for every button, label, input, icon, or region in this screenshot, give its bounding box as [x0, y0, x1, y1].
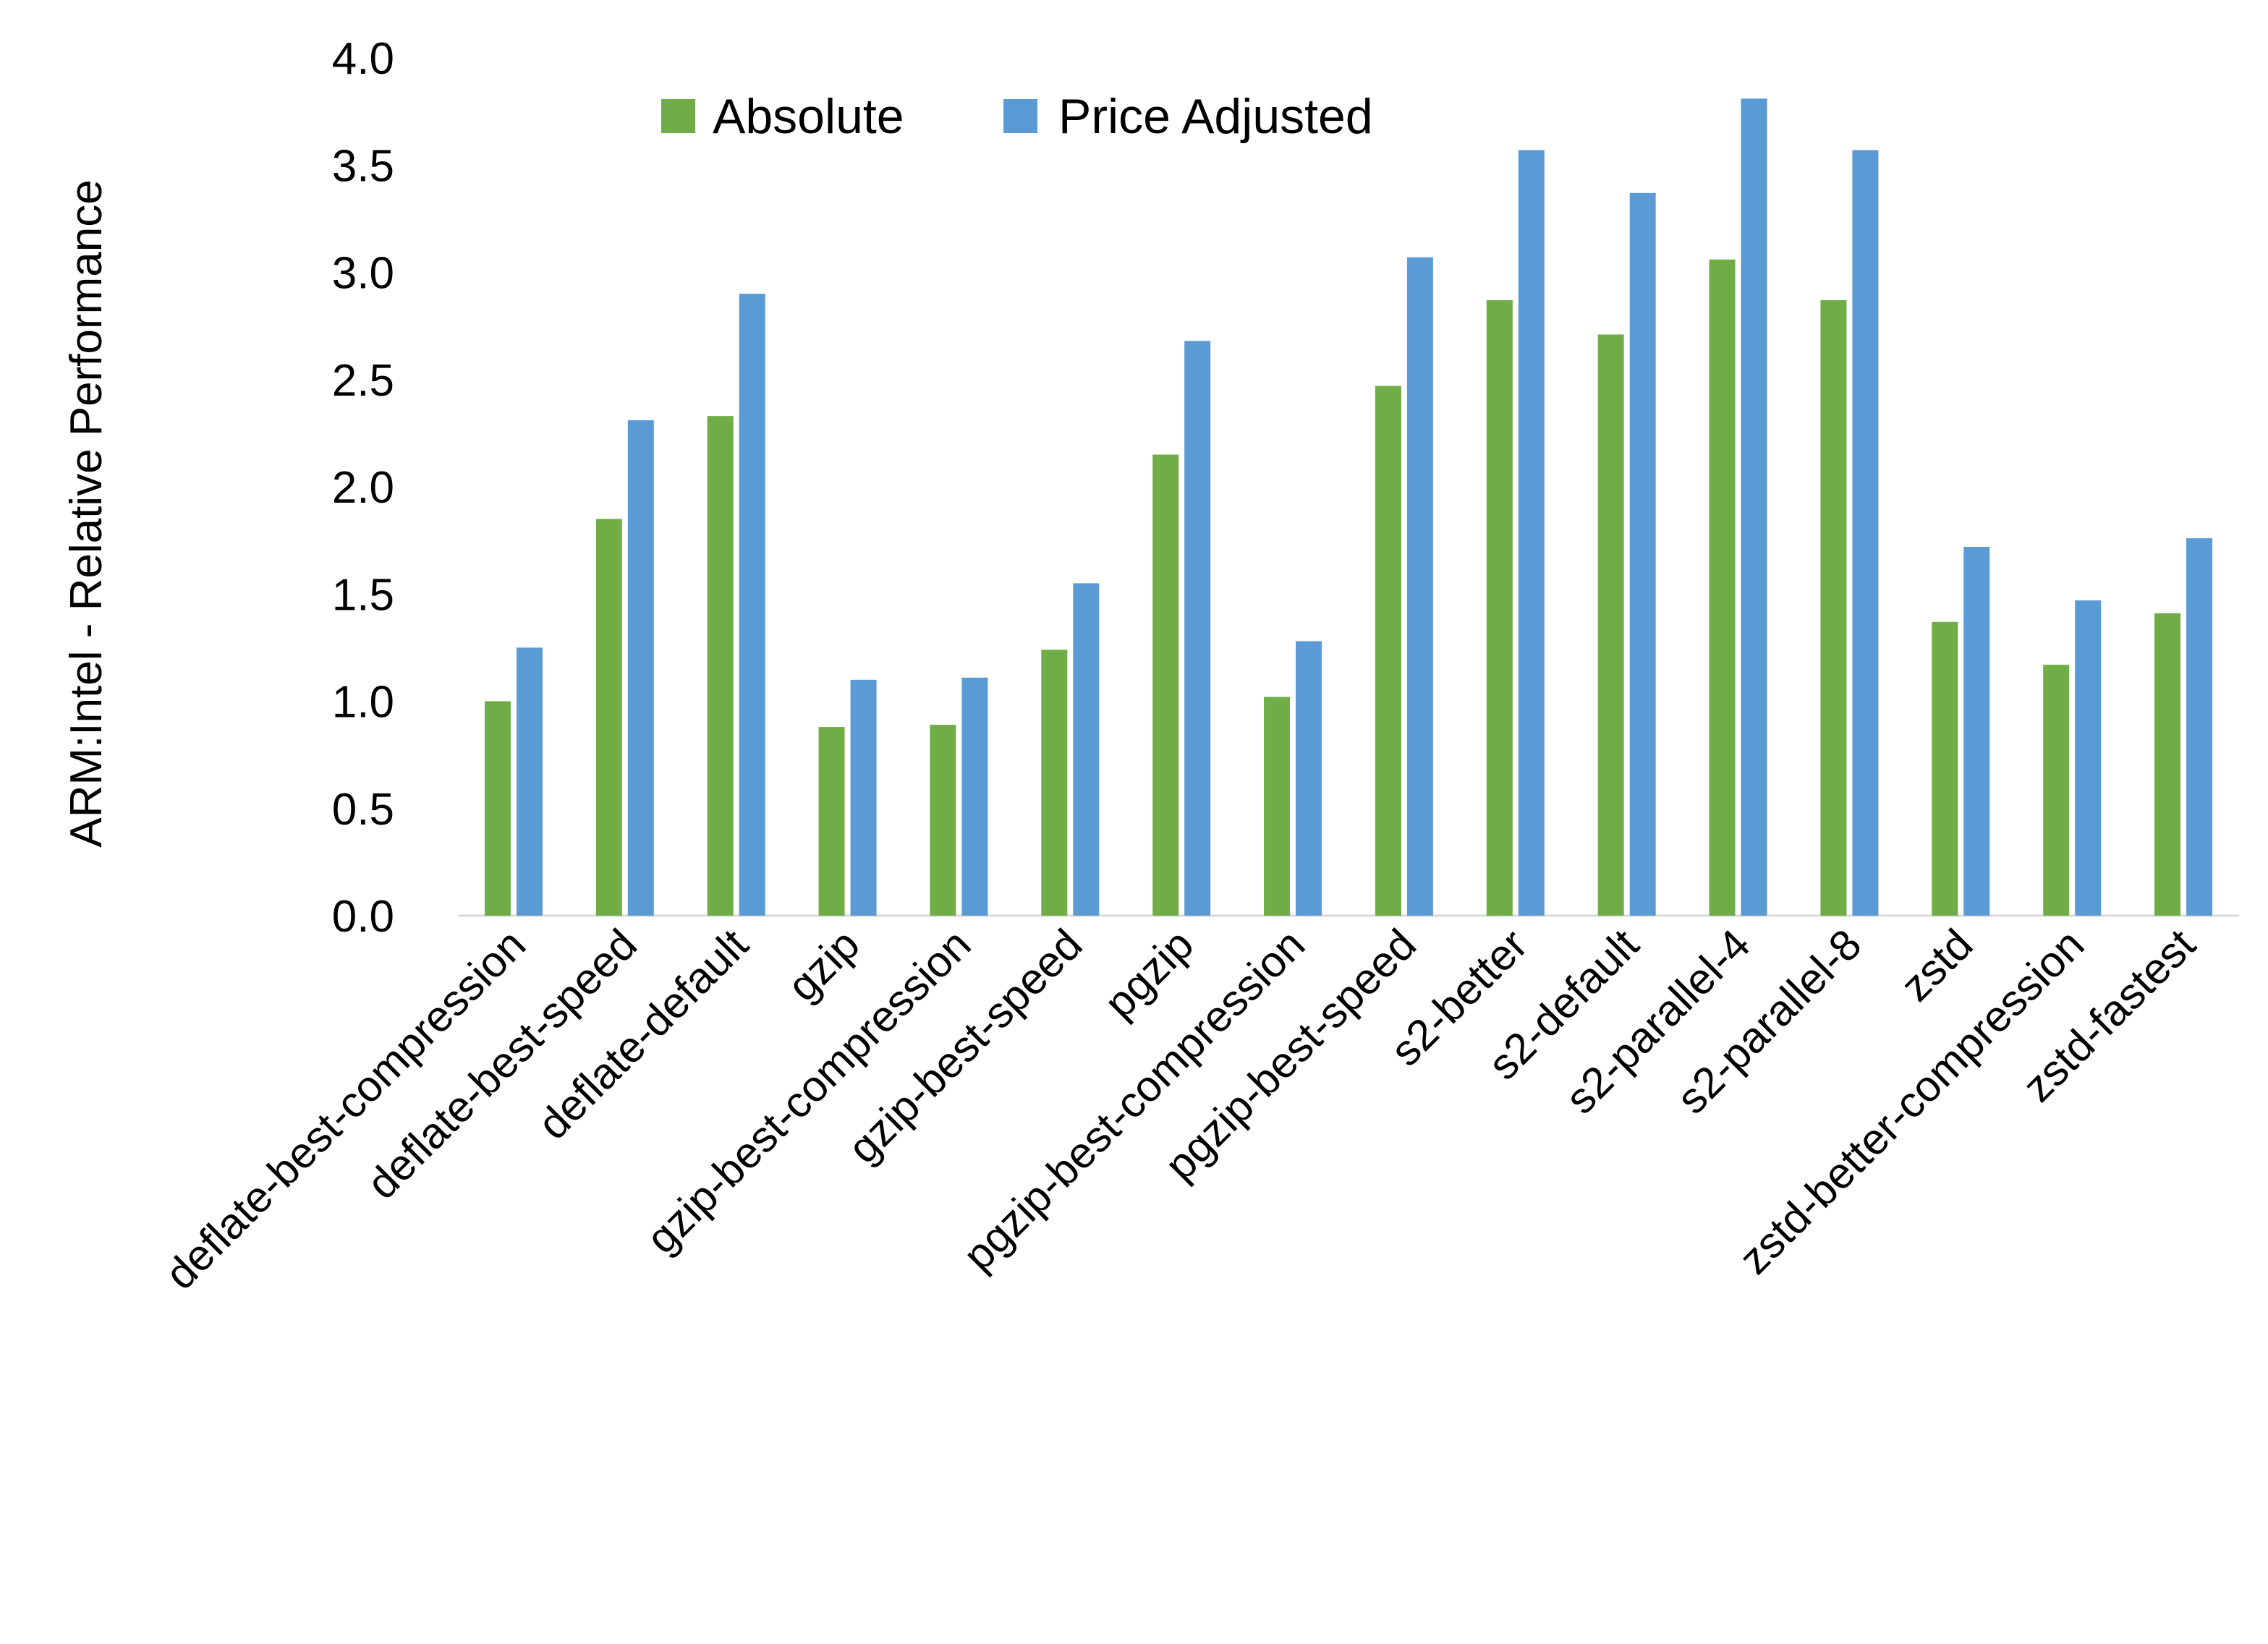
- bar-absolute: [1375, 386, 1401, 916]
- x-tick-label: pgzip: [1095, 920, 1203, 1028]
- bar-absolute: [595, 519, 622, 916]
- bar-price-adjusted: [1518, 150, 1545, 916]
- bar-absolute: [1152, 454, 1179, 916]
- legend-label: Absolute: [713, 89, 904, 144]
- bar-price-adjusted: [739, 294, 765, 916]
- bar-absolute: [2043, 665, 2070, 916]
- y-tick-label: 1.0: [332, 678, 394, 728]
- bar-price-adjusted: [1741, 98, 1767, 916]
- bar-price-adjusted: [1296, 641, 1322, 916]
- bar-absolute: [1264, 697, 1291, 916]
- bar-absolute: [484, 701, 511, 916]
- legend: Absolute Price Adjusted: [661, 89, 1373, 144]
- y-tick-label: 3.5: [332, 141, 394, 191]
- bar-price-adjusted: [1073, 583, 1100, 916]
- y-tick-label: 0.0: [332, 892, 394, 942]
- bar-price-adjusted: [1184, 341, 1211, 916]
- bar-price-adjusted: [2186, 538, 2213, 916]
- bar-absolute: [1597, 334, 1624, 916]
- bar-absolute: [707, 416, 734, 916]
- bar-absolute: [1041, 649, 1068, 916]
- bar-absolute: [1932, 621, 1958, 916]
- bar-absolute: [2154, 613, 2181, 916]
- legend-label: Price Adjusted: [1058, 89, 1373, 144]
- y-tick-label: 3.0: [332, 249, 394, 299]
- y-tick-label: 2.5: [332, 356, 394, 406]
- bar-price-adjusted: [1852, 150, 1879, 916]
- bar-price-adjusted: [850, 679, 877, 916]
- bar-price-adjusted: [1406, 257, 1433, 916]
- bar-absolute: [818, 727, 845, 916]
- y-tick-label: 0.5: [332, 785, 394, 835]
- y-tick-label: 2.0: [332, 463, 394, 513]
- y-axis-label: ARM:Intel - Relative Performance: [61, 179, 111, 847]
- bar-price-adjusted: [1963, 547, 1990, 916]
- legend-swatch: [661, 99, 695, 133]
- bar-absolute: [1820, 300, 1847, 916]
- bar-price-adjusted: [516, 647, 543, 916]
- y-tick-label: 1.5: [332, 570, 394, 620]
- x-tick-label: gzip: [778, 920, 869, 1010]
- bar-price-adjusted: [961, 677, 988, 916]
- bar-price-adjusted: [1629, 192, 1656, 916]
- x-tick-label: zstd: [1891, 920, 1982, 1010]
- y-tick-label: 4.0: [332, 34, 394, 84]
- bar-absolute: [1709, 259, 1736, 916]
- bar-price-adjusted: [627, 420, 654, 916]
- bar-price-adjusted: [2075, 600, 2102, 916]
- legend-swatch: [1003, 99, 1037, 133]
- bar-absolute: [930, 725, 956, 916]
- bar-absolute: [1486, 300, 1513, 916]
